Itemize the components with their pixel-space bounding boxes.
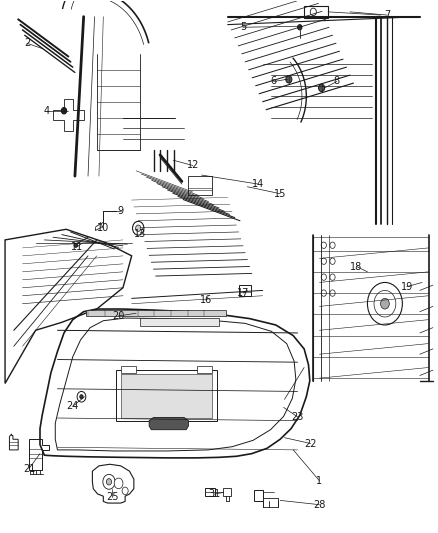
Circle shape	[330, 274, 335, 280]
Bar	[121, 374, 212, 418]
Circle shape	[80, 394, 83, 399]
Circle shape	[297, 25, 302, 30]
Text: 9: 9	[118, 206, 124, 216]
Text: 17: 17	[237, 288, 249, 298]
Text: 10: 10	[97, 223, 110, 233]
Bar	[121, 367, 136, 373]
Text: 21: 21	[23, 464, 35, 473]
Circle shape	[374, 290, 396, 317]
Bar	[197, 367, 212, 373]
Text: 8: 8	[334, 77, 340, 86]
Text: 22: 22	[304, 439, 317, 449]
Bar	[223, 488, 231, 496]
Circle shape	[330, 242, 335, 248]
Circle shape	[74, 243, 78, 247]
Circle shape	[321, 274, 326, 280]
Text: 6: 6	[271, 77, 277, 86]
Text: 1: 1	[316, 476, 322, 486]
Text: 24: 24	[67, 401, 79, 411]
Circle shape	[61, 108, 67, 114]
Bar	[117, 370, 217, 421]
Bar	[205, 488, 215, 496]
Bar	[239, 285, 251, 296]
Text: 2: 2	[24, 38, 30, 48]
Text: 4: 4	[43, 106, 49, 116]
Text: 18: 18	[350, 262, 363, 271]
Circle shape	[122, 487, 128, 495]
Circle shape	[106, 479, 112, 485]
Text: 15: 15	[274, 189, 286, 199]
Circle shape	[103, 474, 115, 489]
Circle shape	[77, 391, 86, 402]
Text: 7: 7	[384, 10, 390, 20]
Circle shape	[367, 282, 403, 325]
Text: 11: 11	[71, 242, 83, 252]
Circle shape	[133, 221, 144, 235]
Bar	[304, 6, 328, 18]
Text: 28: 28	[313, 499, 325, 510]
Circle shape	[381, 298, 389, 309]
Circle shape	[330, 290, 335, 296]
Text: 19: 19	[401, 282, 413, 292]
Bar	[86, 310, 226, 317]
Circle shape	[310, 8, 316, 15]
Circle shape	[318, 84, 325, 92]
Text: 31: 31	[208, 489, 221, 499]
Circle shape	[330, 258, 335, 264]
Circle shape	[114, 478, 123, 489]
Text: 20: 20	[113, 311, 125, 321]
Text: 23: 23	[291, 412, 304, 422]
Text: 14: 14	[252, 179, 265, 189]
Text: 12: 12	[187, 160, 199, 171]
Text: 25: 25	[106, 491, 118, 502]
Bar	[263, 498, 278, 507]
Circle shape	[321, 242, 326, 248]
Circle shape	[321, 258, 326, 264]
Text: 16: 16	[200, 295, 212, 305]
Circle shape	[136, 225, 141, 231]
Bar	[188, 176, 212, 195]
Circle shape	[321, 290, 326, 296]
Bar	[254, 490, 263, 502]
Polygon shape	[149, 417, 188, 430]
Text: 5: 5	[240, 22, 246, 33]
Circle shape	[286, 76, 292, 83]
Text: 13: 13	[134, 229, 147, 239]
Bar	[141, 318, 219, 326]
